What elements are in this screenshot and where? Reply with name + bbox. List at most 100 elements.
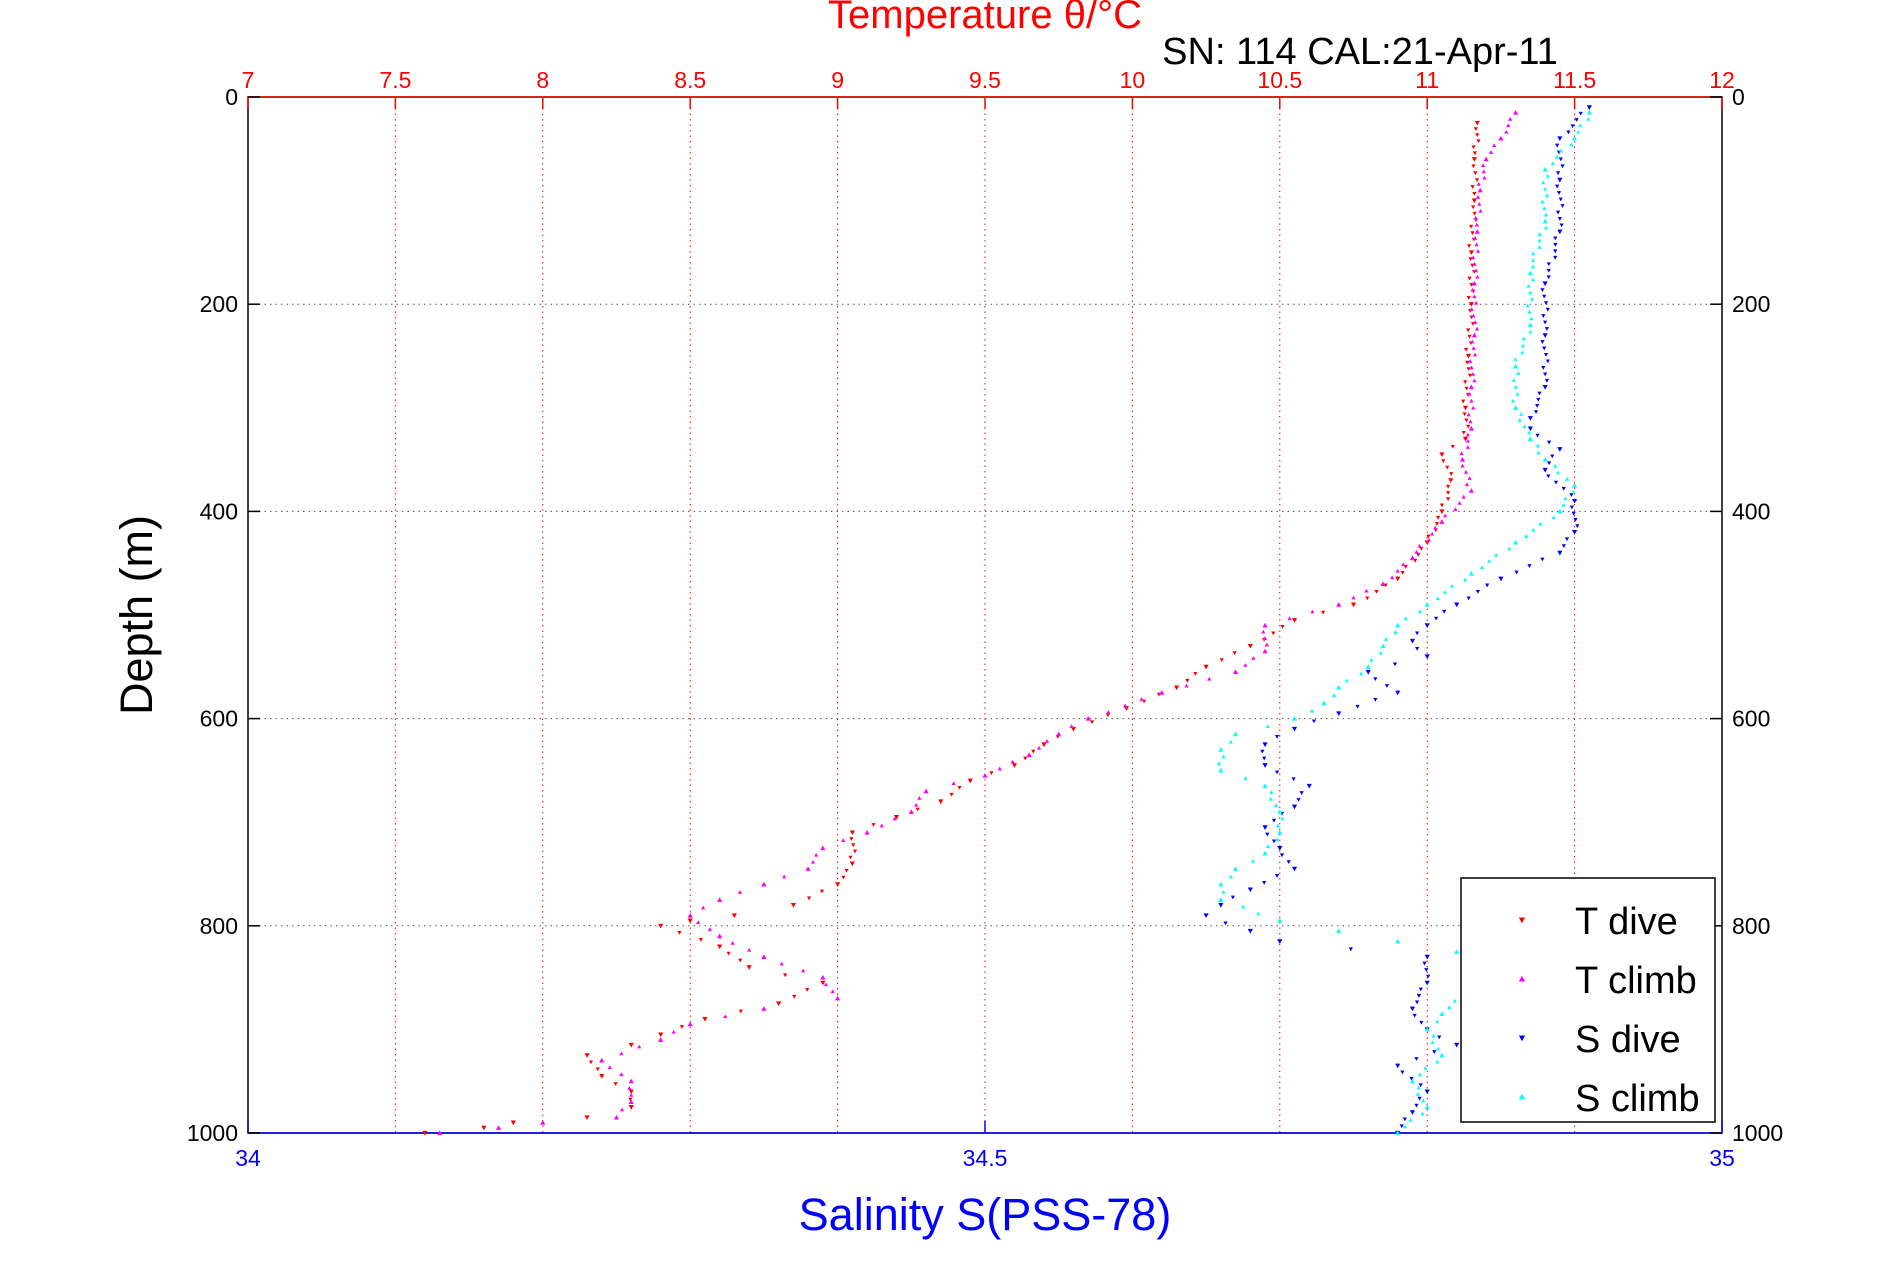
data-point [1250, 858, 1256, 863]
data-point [1262, 648, 1268, 654]
data-point [1395, 1063, 1401, 1069]
data-point [1469, 365, 1474, 370]
data-point [1275, 874, 1280, 878]
data-point [607, 1065, 612, 1070]
data-point [1351, 595, 1356, 600]
data-point [1331, 693, 1337, 697]
data-point [1538, 521, 1543, 526]
data-point [1454, 949, 1460, 954]
data-point [1473, 268, 1479, 273]
data-point [1535, 443, 1541, 448]
data-point [1473, 215, 1478, 220]
data-point [1417, 543, 1422, 548]
data-point [1275, 735, 1280, 739]
data-point [1530, 277, 1536, 282]
data-point [1542, 333, 1548, 338]
data-point [1415, 646, 1420, 651]
salinity-tick-label: 34 [235, 1145, 261, 1171]
data-point [1390, 575, 1395, 580]
data-point [1122, 703, 1128, 708]
data-point [628, 1042, 634, 1048]
data-point [1520, 350, 1525, 355]
data-point [1417, 1096, 1422, 1101]
data-point [1256, 911, 1261, 916]
legend-marker [1518, 975, 1526, 982]
data-point [1578, 111, 1583, 116]
data-point [679, 1025, 685, 1029]
data-point [1431, 1033, 1436, 1038]
data-point [1443, 513, 1448, 518]
data-point [1471, 405, 1476, 410]
data-point [1439, 509, 1445, 514]
data-point [1409, 1110, 1416, 1115]
data-point [1560, 204, 1565, 208]
data-point [1384, 684, 1390, 688]
data-point [629, 1092, 634, 1097]
data-point [1434, 616, 1439, 621]
data-point [1541, 314, 1546, 318]
data-point [1105, 713, 1111, 718]
data-point [1464, 347, 1469, 352]
data-point [1471, 198, 1477, 204]
depth-tick-label: 400 [200, 498, 238, 524]
data-point [1555, 210, 1561, 215]
data-point [1219, 658, 1224, 662]
data-point [1449, 472, 1454, 476]
data-point [782, 874, 787, 879]
data-point [584, 1053, 590, 1058]
data-point [1418, 987, 1423, 992]
data-point [588, 1060, 594, 1065]
data-point [1474, 242, 1479, 247]
data-point [1274, 803, 1279, 808]
data-point [1424, 1089, 1430, 1095]
data-point [1527, 426, 1533, 432]
temperature-tick-label: 8 [536, 67, 549, 93]
data-point [1306, 783, 1312, 789]
data-point [1106, 710, 1111, 714]
data-point [1457, 501, 1462, 505]
legend-label: T climb [1575, 960, 1697, 1002]
data-point [1468, 425, 1475, 431]
data-point [1446, 484, 1451, 489]
data-point [957, 785, 962, 790]
data-point [1424, 602, 1430, 607]
data-point [1555, 143, 1560, 148]
data-point [1531, 258, 1536, 262]
data-point [819, 889, 825, 894]
data-point [1419, 546, 1424, 551]
data-point [702, 1016, 708, 1022]
data-point [1542, 346, 1547, 351]
depth-tick-label: 800 [1732, 913, 1770, 939]
data-point [1468, 419, 1473, 424]
data-point [726, 951, 731, 956]
data-point [1383, 637, 1389, 641]
data-point [1419, 1020, 1424, 1025]
data-point [1533, 410, 1539, 415]
depth-tick-label: 600 [200, 706, 238, 732]
data-point [628, 1089, 634, 1095]
data-point [1395, 938, 1401, 944]
data-point [1454, 1042, 1460, 1048]
data-point [1207, 676, 1212, 681]
data-point [1321, 610, 1326, 615]
data-point [1466, 328, 1471, 333]
data-point [628, 1097, 633, 1102]
data-point [738, 958, 743, 963]
data-point [776, 1001, 782, 1007]
data-point [1268, 796, 1273, 801]
temperature-axis-title: Temperature θ/°C [828, 0, 1142, 37]
data-point [1572, 482, 1578, 488]
data-point [1414, 1057, 1419, 1061]
data-point [1471, 332, 1477, 338]
data-point [1543, 320, 1548, 325]
data-point [1309, 708, 1315, 713]
data-point [805, 988, 810, 992]
data-point [1550, 161, 1555, 165]
data-point [1291, 618, 1298, 623]
data-point [1359, 671, 1364, 676]
data-point [1011, 763, 1018, 768]
data-point [595, 1067, 600, 1072]
data-point [1535, 404, 1540, 408]
data-point [1291, 726, 1298, 732]
data-point [1466, 367, 1471, 372]
